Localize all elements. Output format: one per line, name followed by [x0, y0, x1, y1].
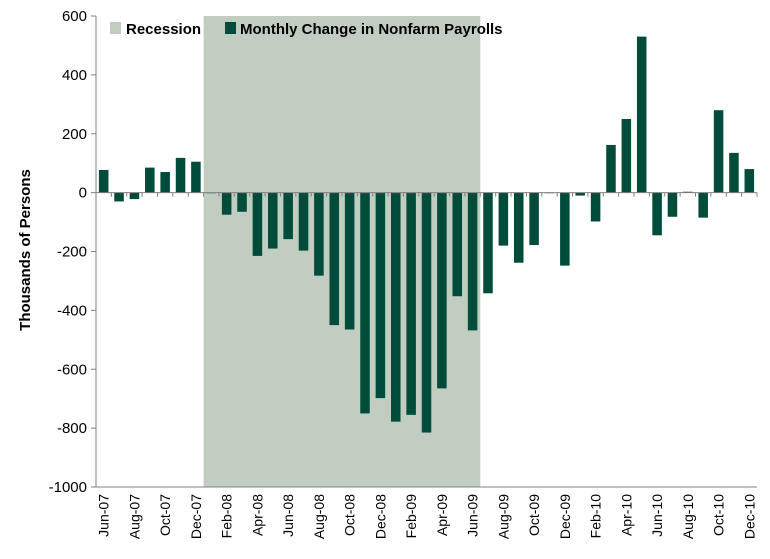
bar-Jul-09 [483, 192, 493, 294]
bar-Dec-10 [744, 169, 755, 193]
bar-Dec-08 [375, 192, 386, 399]
bar-May-10 [636, 36, 647, 193]
bar-Nov-08 [360, 192, 370, 414]
x-tick-label: Feb-09 [403, 494, 419, 539]
y-tick-label: -600 [57, 361, 87, 378]
bar-Sep-07 [145, 167, 155, 193]
bar-Mar-08 [237, 192, 247, 212]
bars-layer [98, 36, 755, 433]
bar-Oct-08 [344, 192, 355, 330]
bar-Jun-09 [467, 192, 478, 331]
bar-Sep-10 [698, 192, 708, 218]
x-tick-label: Oct-08 [342, 494, 358, 536]
bar-Dec-07 [191, 161, 201, 193]
x-tick-label: Jun-10 [649, 494, 665, 537]
bar-Aug-08 [314, 192, 324, 276]
bar-Apr-08 [252, 192, 263, 256]
bar-Sep-09 [513, 192, 524, 263]
bar-Jul-10 [667, 192, 678, 217]
bar-Mar-09 [421, 192, 432, 433]
bar-Jun-07 [98, 169, 109, 193]
x-tick-label: Aug-09 [495, 494, 511, 539]
x-tick-label: Apr-10 [618, 494, 634, 536]
y-tick-label: -400 [57, 302, 87, 319]
bar-Apr-09 [437, 192, 447, 389]
x-tick-label: Oct-07 [157, 494, 173, 536]
x-tick-label: Aug-08 [311, 494, 327, 539]
y-tick-label: -800 [57, 420, 87, 437]
legend-payrolls-label: Monthly Change in Nonfarm Payrolls [240, 21, 503, 38]
x-tick-label: Aug-07 [126, 494, 142, 539]
y-tick-label: 200 [62, 126, 87, 143]
y-tick-label: 400 [62, 67, 87, 84]
recession-shading [203, 16, 481, 487]
x-tick-label: Aug-10 [680, 494, 696, 539]
y-tick-label: -1000 [49, 479, 87, 496]
bar-Jul-08 [298, 192, 309, 251]
bar-Nov-10 [729, 152, 739, 193]
y-tick-label: 600 [62, 8, 87, 25]
legend-payrolls-swatch [225, 22, 236, 34]
bar-Apr-10 [621, 119, 632, 193]
x-tick-label: Dec-08 [372, 494, 388, 539]
legend: Recession Monthly Change in Nonfarm Payr… [110, 21, 503, 38]
x-tick-label: Oct-10 [711, 494, 727, 536]
bar-Feb-09 [406, 192, 416, 415]
y-tick-label: 0 [79, 185, 87, 202]
bar-Jan-09 [390, 192, 401, 422]
bar-Sep-08 [329, 192, 340, 326]
bar-Dec-09 [560, 192, 570, 266]
y-tick-label: -200 [57, 244, 87, 261]
bar-Feb-10 [590, 192, 601, 222]
legend-recession-swatch [110, 22, 121, 34]
bar-May-08 [268, 192, 278, 249]
x-tick-label: Apr-08 [249, 494, 265, 536]
x-tick-label: Jun-09 [465, 494, 481, 537]
x-tick-label: Feb-10 [588, 494, 604, 539]
bar-Jul-07 [114, 192, 124, 202]
bar-Aug-07 [129, 192, 140, 200]
x-tick-label: Jun-08 [280, 494, 296, 537]
bar-Oct-10 [713, 110, 724, 193]
y-axis-title: Thousands of Persons [17, 169, 34, 331]
bar-Jun-08 [283, 192, 293, 240]
bar-Feb-08 [221, 192, 232, 215]
x-tick-label: Apr-09 [434, 494, 450, 536]
bar-Jun-10 [652, 192, 662, 236]
legend-recession-label: Recession [126, 21, 201, 38]
bar-Nov-07 [175, 157, 186, 193]
bar-Oct-09 [529, 192, 539, 246]
ticks-layer: 600 400 200 0 -200 -400 -600 -800 -1000 Jun-07 Aug… [49, 8, 758, 539]
x-tick-label: Oct-09 [526, 494, 542, 536]
x-tick-label: Feb-08 [219, 494, 235, 539]
bar-Mar-10 [606, 144, 616, 193]
bar-May-09 [452, 192, 463, 297]
x-tick-label: Dec-07 [188, 494, 204, 539]
recession-layer [203, 16, 481, 487]
bar-Oct-07 [160, 172, 170, 193]
x-tick-label: Dec-10 [741, 494, 757, 539]
bar-Aug-09 [498, 192, 509, 246]
x-tick-label: Jun-07 [96, 494, 112, 537]
x-tick-label: Dec-09 [557, 494, 573, 539]
bar-Jan-10 [575, 192, 585, 196]
